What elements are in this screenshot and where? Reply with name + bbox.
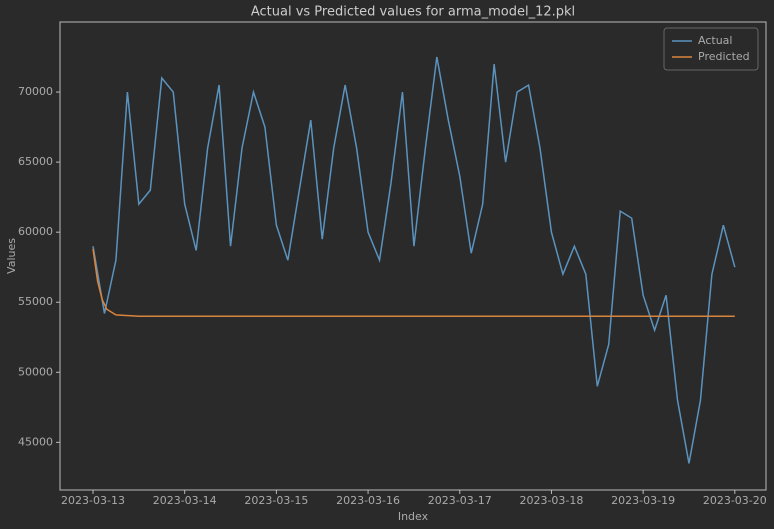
x-tick-label: 2023-03-13 <box>61 494 125 507</box>
series-line <box>92 56 736 464</box>
x-tick-label: 2023-03-20 <box>703 494 767 507</box>
x-tick-label: 2023-03-14 <box>153 494 217 507</box>
chart-title: Actual vs Predicted values for arma_mode… <box>251 5 575 20</box>
y-tick-label: 65000 <box>18 155 53 168</box>
y-tick-label: 45000 <box>18 435 53 448</box>
x-tick-label: 2023-03-17 <box>428 494 492 507</box>
x-tick-label: 2023-03-18 <box>519 494 583 507</box>
legend-label: Predicted <box>698 50 750 63</box>
axes-frame <box>59 21 767 491</box>
y-tick-label: 60000 <box>18 225 53 238</box>
legend-box <box>663 27 759 71</box>
y-tick-label: 50000 <box>18 365 53 378</box>
legend-label: Actual <box>698 34 732 47</box>
y-tick-label: 70000 <box>18 85 53 98</box>
x-axis-label: Index <box>398 510 429 523</box>
x-tick-label: 2023-03-19 <box>611 494 675 507</box>
y-axis-label: Values <box>5 238 18 274</box>
x-tick-label: 2023-03-16 <box>336 494 400 507</box>
series-line <box>92 248 735 317</box>
y-tick-label: 55000 <box>18 295 53 308</box>
x-tick-label: 2023-03-15 <box>244 494 308 507</box>
